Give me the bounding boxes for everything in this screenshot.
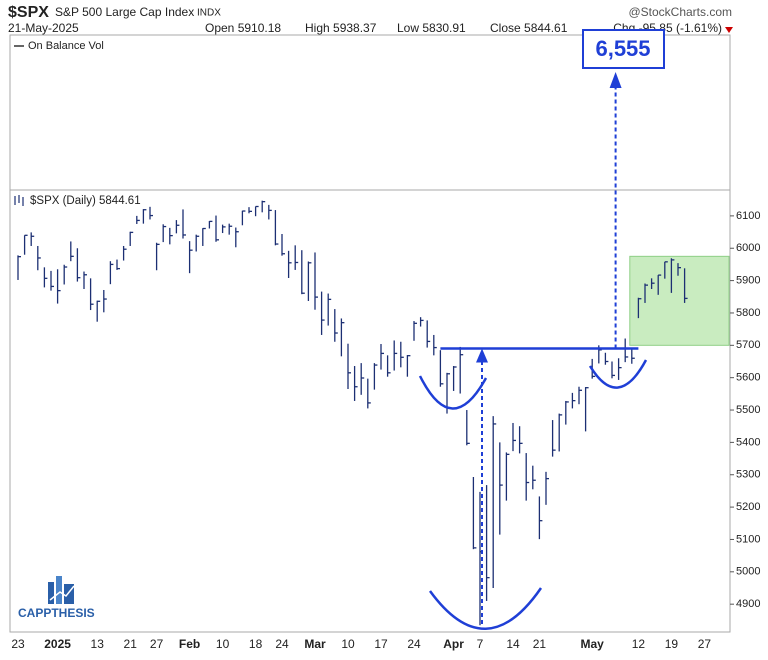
- y-tick-label: 6000: [736, 242, 760, 254]
- price-panel: [9, 189, 731, 633]
- x-tick-label: 21: [124, 637, 138, 651]
- y-tick-label: 5100: [736, 533, 760, 545]
- x-tick-label: 24: [407, 637, 421, 651]
- target-label: 6,555: [595, 36, 650, 61]
- high: High 5938.37: [305, 21, 377, 35]
- x-tick-label: Feb: [179, 637, 200, 651]
- symbol: $SPX: [8, 4, 49, 21]
- y-tick-label: 5900: [736, 275, 760, 287]
- y-tick-label: 5800: [736, 307, 760, 319]
- arrow-head: [476, 348, 488, 363]
- target-zone: [629, 255, 730, 346]
- open: Open 5910.18: [205, 21, 281, 35]
- y-tick-label: 5300: [736, 469, 760, 481]
- y-tick-label: 5700: [736, 339, 760, 351]
- x-tick-label: 27: [698, 637, 712, 651]
- source: @StockCharts.com: [628, 5, 732, 19]
- legend-icon: [14, 195, 24, 206]
- x-tick-label: 2025: [44, 637, 71, 651]
- y-tick-label: 5600: [736, 372, 760, 384]
- right-shoulder: [588, 359, 648, 389]
- x-tick-label: 13: [91, 637, 105, 651]
- x-tick-label: 19: [665, 637, 679, 651]
- x-tick-label: 27: [150, 637, 164, 651]
- x-tick-label: 14: [506, 637, 520, 651]
- close: Close 5844.61: [490, 21, 568, 35]
- x-tick-label: 24: [275, 637, 289, 651]
- date: 21-May-2025: [8, 21, 79, 35]
- y-tick-label: 5000: [736, 566, 760, 578]
- x-tick-label: May: [581, 637, 605, 651]
- x-tick-label: 7: [477, 637, 484, 651]
- down-marker: [725, 27, 733, 33]
- y-tick-label: 5500: [736, 404, 760, 416]
- logo: [48, 576, 75, 604]
- x-tick-label: Apr: [443, 637, 464, 651]
- x-tick-label: 17: [374, 637, 388, 651]
- y-tick-label: 6100: [736, 210, 760, 222]
- watermark: CAPPTHESIS: [18, 606, 95, 620]
- indicator-label: On Balance Vol: [28, 40, 104, 52]
- cup-curves: [418, 359, 648, 630]
- x-tick-label: Mar: [304, 637, 326, 651]
- y-tick-label: 5400: [736, 436, 760, 448]
- left-shoulder: [418, 375, 488, 410]
- target-box: [582, 29, 665, 69]
- low: Low 5830.91: [397, 21, 466, 35]
- head: [428, 587, 543, 630]
- y-tick-label: 5200: [736, 501, 760, 513]
- x-tick-label: 18: [249, 637, 263, 651]
- index-name: S&P 500 Large Cap Index: [55, 5, 194, 19]
- exchange: INDX: [197, 8, 221, 19]
- x-tick-label: 12: [632, 637, 646, 651]
- arrow-head: [609, 72, 622, 88]
- legend: $SPX (Daily) 5844.61: [30, 195, 141, 207]
- x-tick-label: 21: [533, 637, 547, 651]
- x-tick-label: 23: [11, 637, 25, 651]
- x-tick-label: 10: [216, 637, 230, 651]
- x-tick-label: 10: [341, 637, 355, 651]
- y-tick-label: 4900: [736, 598, 760, 610]
